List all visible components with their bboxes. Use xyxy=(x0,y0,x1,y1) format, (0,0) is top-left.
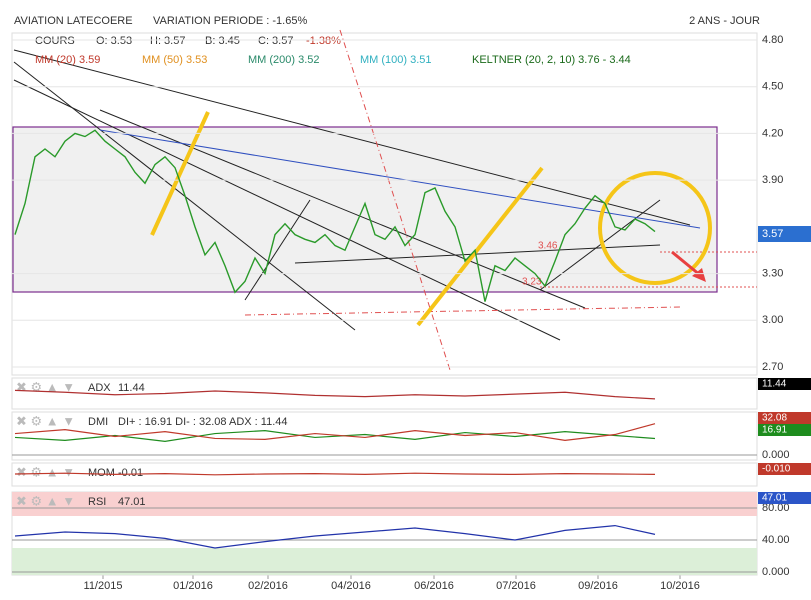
range-box xyxy=(12,126,718,293)
y-tick-label: 80.00 xyxy=(762,502,790,514)
title: AVIATION LATECOERE xyxy=(14,15,133,27)
series-line xyxy=(14,472,656,476)
y-tick-label: 4.50 xyxy=(762,81,783,93)
x-tick-label: 01/2016 xyxy=(173,580,213,592)
arrow xyxy=(671,250,701,277)
quote-change: -1.38% xyxy=(306,35,341,47)
indicator: KELTNER (20, 2, 10) 3.76 - 3.44 xyxy=(472,54,631,66)
quote: B: 3.45 xyxy=(205,35,240,47)
indicator-panel xyxy=(11,377,758,410)
y-tick-label: 3.90 xyxy=(762,174,783,186)
x-tick-label: 09/2016 xyxy=(578,580,618,592)
value-tag-label: 16.91 xyxy=(762,425,787,436)
trend-line xyxy=(339,29,451,371)
indicator: MM (20) 3.59 xyxy=(35,54,100,66)
value-tag-label: 47.01 xyxy=(762,493,787,504)
oversold-zone xyxy=(12,548,757,575)
panel-title: RSI xyxy=(88,496,106,508)
overbought-zone xyxy=(12,492,757,516)
price-tag xyxy=(758,226,811,242)
value-tag xyxy=(758,492,811,504)
value-tag xyxy=(758,412,811,424)
subtitle: VARIATION PERIODE : -1.65% xyxy=(153,15,307,27)
y-tick-label: 2.70 xyxy=(762,361,783,373)
arrow-head xyxy=(692,268,706,282)
y-tick-label: 4.20 xyxy=(762,127,783,139)
x-tick-label: 04/2016 xyxy=(331,580,371,592)
y-tick-label: 0.000 xyxy=(762,449,790,461)
panel-icons: ✖ ⚙ ▲ ▼ xyxy=(16,493,75,508)
value-tag xyxy=(758,378,811,390)
period: 2 ANS - JOUR xyxy=(689,15,760,27)
quote: COURS xyxy=(35,35,75,47)
trend-line xyxy=(99,129,701,229)
indicator: MM (200) 3.52 xyxy=(248,54,320,66)
panel-icons: ✖ ⚙ ▲ ▼ xyxy=(16,464,75,479)
value-tag xyxy=(758,463,811,475)
panel-values: -0.01 xyxy=(118,467,143,479)
series-line xyxy=(14,423,656,441)
value-tag-label: 11.44 xyxy=(762,379,787,390)
quote: O: 3.53 xyxy=(96,35,132,47)
panel-title: ADX xyxy=(88,382,111,394)
y-tick-label: 0.000 xyxy=(762,566,790,578)
value-tag-label: -0.010 xyxy=(762,464,791,475)
highlight xyxy=(150,111,712,327)
trend-line xyxy=(244,306,681,316)
y-tick-label: 3.00 xyxy=(762,314,783,326)
panel-values: 11.44 xyxy=(118,382,145,394)
panel-icons: ✖ ⚙ ▲ ▼ xyxy=(16,413,75,428)
x-tick-label: 11/2015 xyxy=(84,580,123,592)
price-tag-label: 3.57 xyxy=(762,228,783,240)
panel-title: DMI xyxy=(88,416,108,428)
series-line xyxy=(14,389,656,400)
annotation: 3.46 xyxy=(538,241,558,252)
y-tick-label: 4.80 xyxy=(762,34,783,46)
y-tick-label: 40.00 xyxy=(762,534,790,546)
x-tick-label: 07/2016 xyxy=(496,580,536,592)
panel-values: 47.01 xyxy=(118,496,146,508)
panel-values: DI+ : 16.91 DI- : 32.08 ADX : 11.44 xyxy=(118,416,287,428)
indicator: MM (50) 3.53 xyxy=(142,54,207,66)
x-tick-label: 02/2016 xyxy=(248,580,288,592)
quote: H: 3.57 xyxy=(150,35,185,47)
series-line xyxy=(14,129,656,302)
panel-title: MOM xyxy=(88,467,115,479)
y-tick-label: 3.30 xyxy=(762,267,783,279)
quote: C: 3.57 xyxy=(258,35,293,47)
series-line xyxy=(14,524,656,549)
value-tag xyxy=(758,424,811,436)
annotation: 3.23 xyxy=(522,277,542,288)
indicator: MM (100) 3.51 xyxy=(360,54,432,66)
x-tick-label: 06/2016 xyxy=(414,580,454,592)
value-tag-label: 32.08 xyxy=(762,413,787,424)
x-tick-label: 10/2016 xyxy=(660,580,700,592)
